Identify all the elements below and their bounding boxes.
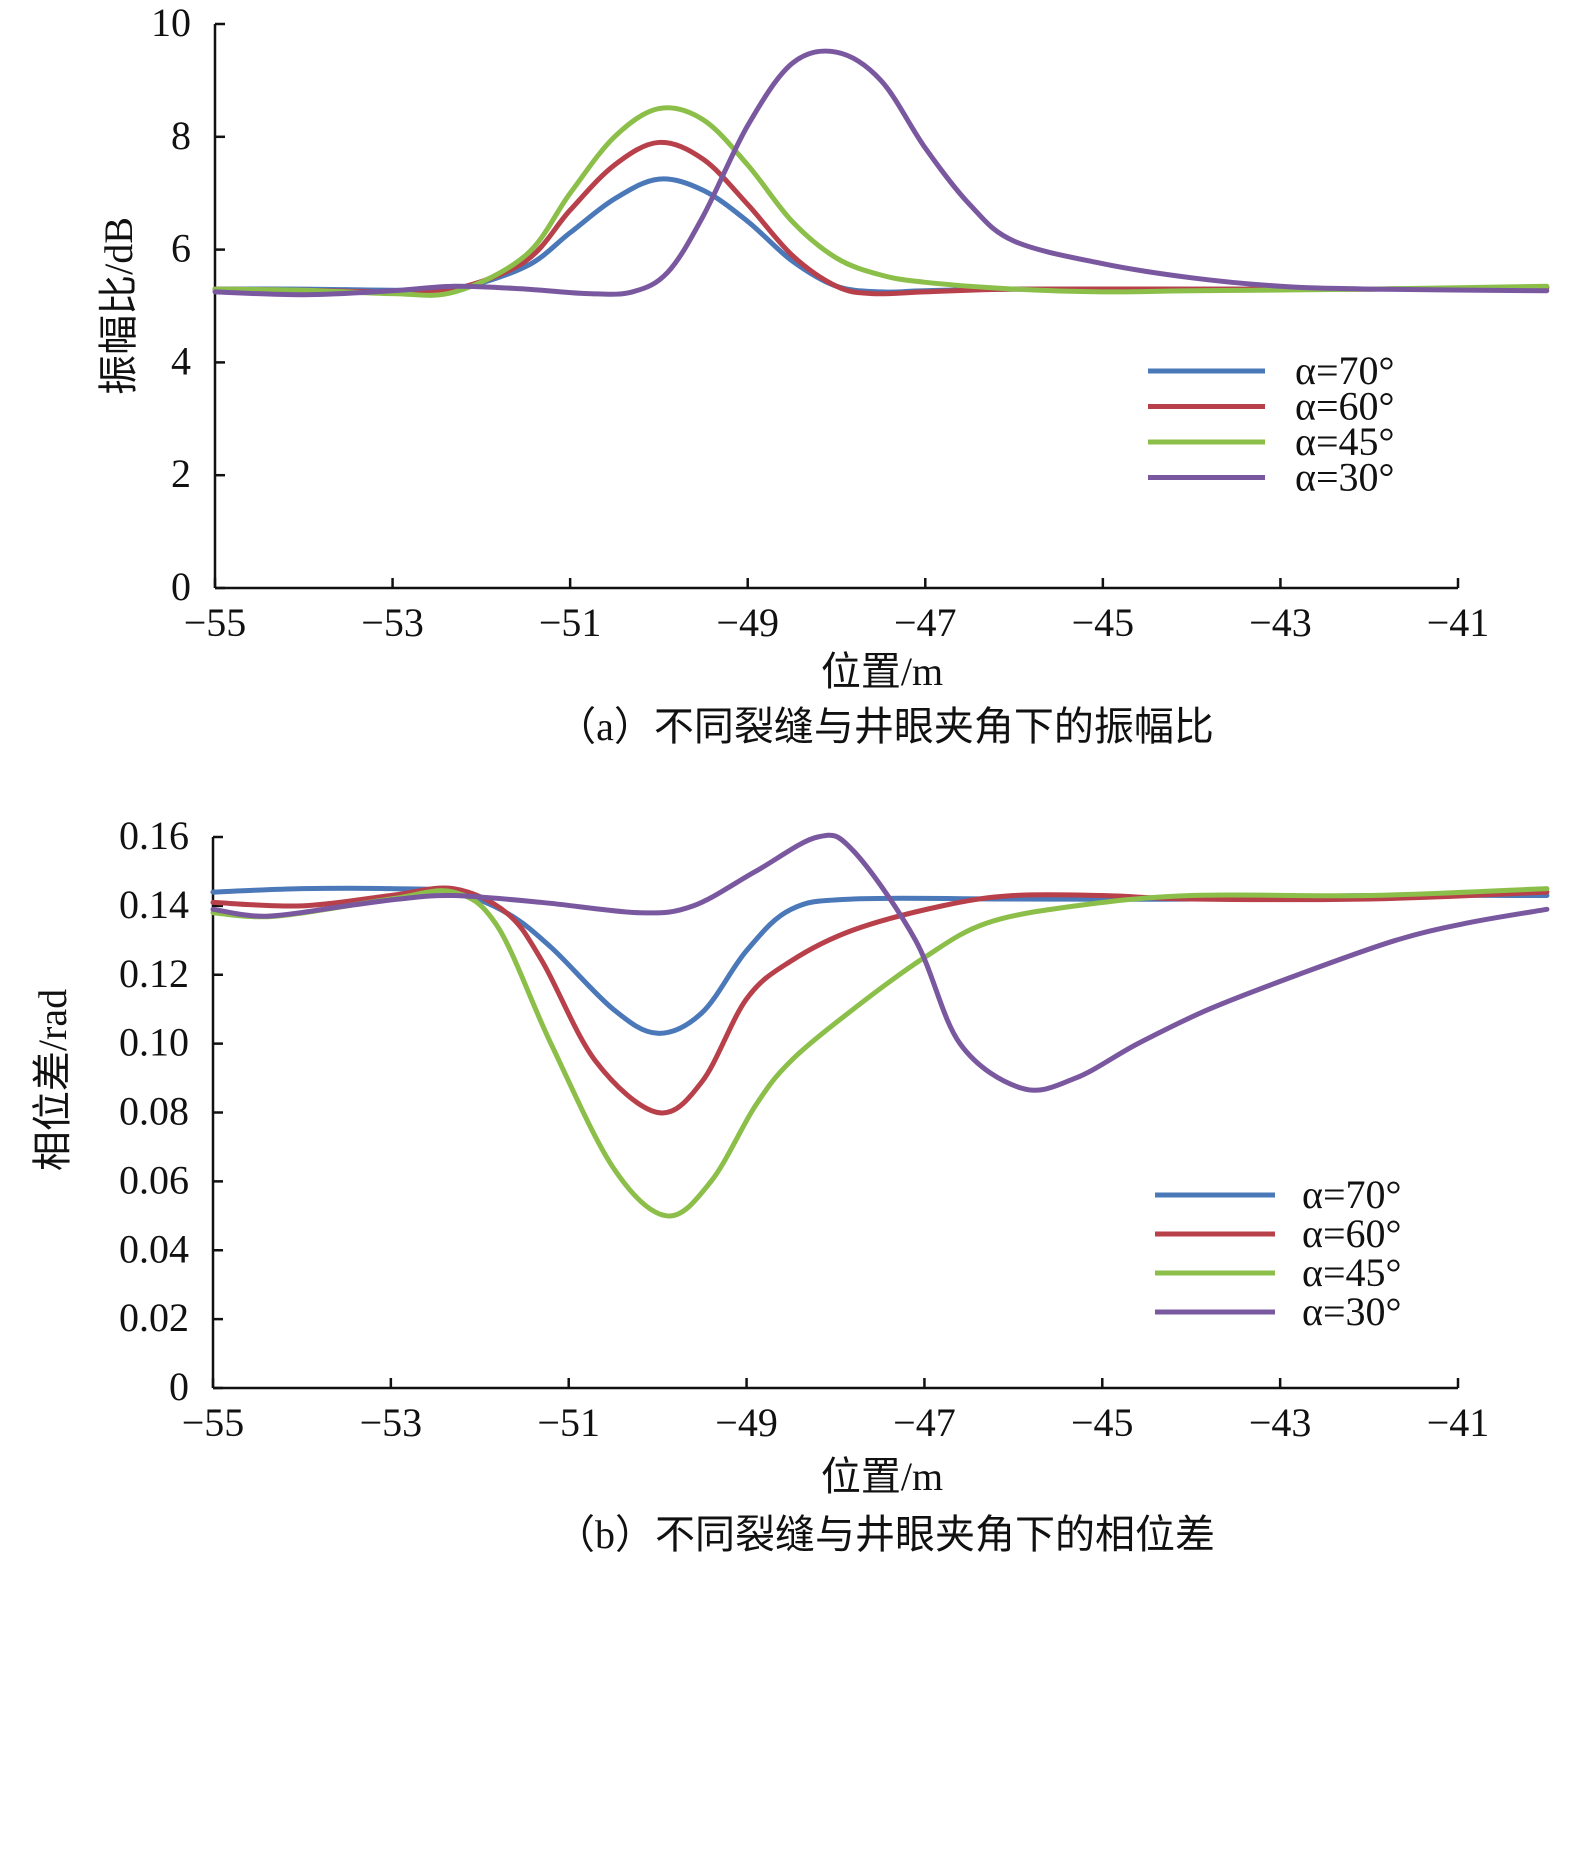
legend-label: α=70°: [1295, 348, 1395, 393]
caption: （a）不同裂缝与井眼夹角下的振幅比: [556, 704, 1214, 749]
y-tick-label: 0.16: [119, 813, 189, 858]
x-tick-label: −47: [893, 1400, 956, 1445]
x-tick-label: −55: [182, 1400, 245, 1445]
x-tick-label: −49: [715, 1400, 778, 1445]
y-tick-label: 6: [171, 226, 191, 271]
y-axis-label: 振幅比/dB: [96, 217, 141, 395]
x-tick-label: −51: [537, 1400, 600, 1445]
y-tick-label: 2: [171, 451, 191, 496]
x-tick-label: −45: [1071, 1400, 1134, 1445]
y-tick-label: 10: [151, 0, 191, 45]
x-tick-label: −45: [1072, 600, 1135, 645]
x-tick-label: −53: [360, 1400, 423, 1445]
series-line-0: [210, 885, 1550, 1036]
legend-label: α=30°: [1302, 1289, 1402, 1334]
legend-label: α=60°: [1302, 1211, 1402, 1256]
y-axis-label: 相位差/rad: [30, 989, 75, 1171]
series-line-1: [212, 139, 1550, 297]
series-line-3: [210, 832, 1550, 1093]
series-line-2: [212, 105, 1550, 298]
x-axis-label: 位置/m: [821, 1454, 943, 1499]
x-tick-label: −43: [1249, 1400, 1312, 1445]
x-tick-label: −55: [184, 600, 247, 645]
legend-label: α=60°: [1295, 384, 1395, 429]
y-tick-label: 0.02: [119, 1295, 189, 1340]
y-tick-label: 0.06: [119, 1157, 189, 1202]
legend-label: α=45°: [1295, 419, 1395, 464]
y-tick-label: 4: [171, 338, 191, 383]
y-tick-label: 0: [171, 564, 191, 609]
x-tick-label: −43: [1249, 600, 1312, 645]
y-tick-label: 0.14: [119, 882, 189, 927]
x-tick-label: −53: [361, 600, 424, 645]
y-tick-label: 0.10: [119, 1020, 189, 1065]
legend-label: α=70°: [1302, 1172, 1402, 1217]
x-tick-label: −41: [1427, 600, 1490, 645]
y-tick-label: 0.08: [119, 1089, 189, 1134]
series-line-3: [212, 48, 1550, 298]
panel-amplitude-ratio: 位置/m 振幅比/dB （a）不同裂缝与井眼夹角下的振幅比 −55 −53 −51 −…: [96, 0, 1550, 749]
x-tick-label: −41: [1427, 1400, 1490, 1445]
y-tick-label: 0.04: [119, 1226, 189, 1271]
series-line-1: [210, 885, 1550, 1116]
x-tick-label: −47: [894, 600, 957, 645]
panel-phase-difference: 位置/m 相位差/rad （b）不同裂缝与井眼夹角下的相位差 −55 −53 −51…: [30, 813, 1550, 1557]
y-tick-label: 0: [169, 1364, 189, 1409]
caption: （b）不同裂缝与井眼夹角下的相位差: [555, 1512, 1215, 1557]
x-tick-label: −49: [716, 600, 779, 645]
series-line-2: [210, 886, 1550, 1219]
y-tick-label: 0.12: [119, 951, 189, 996]
y-tick-label: 8: [171, 113, 191, 158]
x-axis-label: 位置/m: [821, 649, 943, 694]
legend-label: α=45°: [1302, 1250, 1402, 1295]
legend-label: α=30°: [1295, 455, 1395, 500]
x-tick-label: −51: [539, 600, 602, 645]
